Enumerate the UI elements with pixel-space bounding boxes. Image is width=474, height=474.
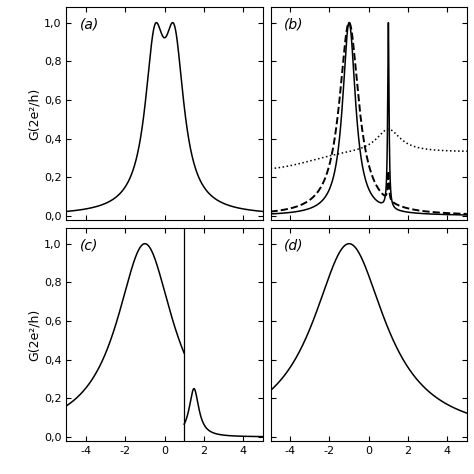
Text: (d): (d) xyxy=(284,239,304,253)
Text: (a): (a) xyxy=(80,18,100,32)
Y-axis label: G(2e²/h): G(2e²/h) xyxy=(28,87,41,139)
Text: (c): (c) xyxy=(80,239,99,253)
Text: (b): (b) xyxy=(284,18,304,32)
Y-axis label: G(2e²/h): G(2e²/h) xyxy=(28,309,41,361)
